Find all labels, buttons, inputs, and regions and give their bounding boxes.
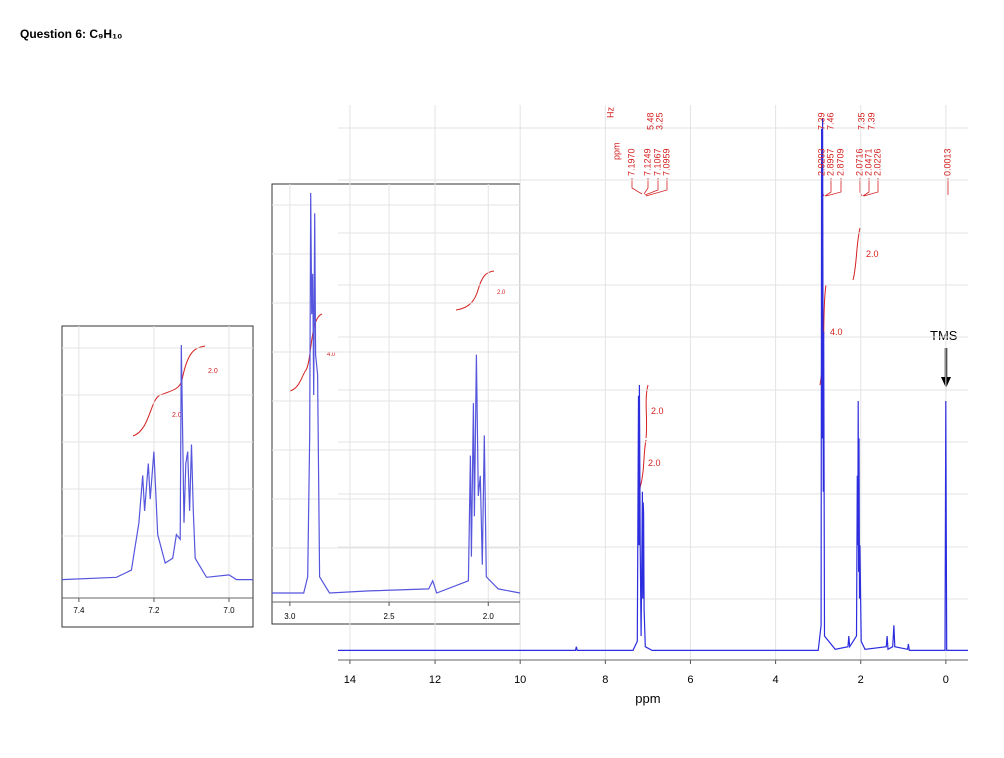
- integral-label: 2.0: [208, 368, 218, 375]
- x-tick-label: 7.4: [73, 606, 85, 615]
- peak-label: 7.39: [866, 112, 876, 130]
- integral-label: 2.0: [172, 412, 182, 419]
- x-tick-label: 2: [858, 674, 864, 686]
- peak-label: 7.1249: [642, 148, 652, 176]
- spectrum-line: [338, 117, 968, 651]
- peak-label: 7.0959: [661, 148, 671, 176]
- x-tick-label: 3.0: [284, 612, 296, 621]
- peak-label: 7.35: [856, 112, 866, 130]
- x-axis-label: ppm: [635, 691, 660, 706]
- integral-label: 2.0: [866, 249, 879, 259]
- peak-label: 5.48: [645, 112, 655, 130]
- spectrum-line: [61, 344, 253, 581]
- integral-curves: [132, 227, 861, 489]
- peak-label: 2.0471: [863, 148, 873, 176]
- integral-label: 4.0: [327, 352, 336, 358]
- x-tick-label: 12: [429, 674, 441, 686]
- integral-label: 2.0: [651, 406, 664, 416]
- integral-label: 2.0: [497, 290, 506, 296]
- tms-label: TMS: [930, 328, 958, 343]
- x-tick-label: 10: [514, 674, 526, 686]
- spectrum-line: [272, 192, 521, 594]
- peak-label: 3.25: [654, 112, 664, 130]
- integral-label: 4.0: [830, 327, 843, 337]
- x-tick-label: 0: [943, 674, 949, 686]
- peak-label: 2.9203: [816, 148, 826, 176]
- question-title: Question 6: C₉H₁₀: [20, 27, 122, 41]
- x-tick-label: 4: [773, 674, 779, 686]
- x-tick-label: 2.0: [483, 612, 495, 621]
- inset-frame: [61, 325, 254, 628]
- peak-leader-lines: [631, 178, 949, 197]
- x-tick-label: 2.5: [383, 612, 395, 621]
- x-tick-label: 8: [602, 674, 608, 686]
- peak-label: 2.0716: [854, 148, 864, 176]
- x-tick-label: 14: [344, 674, 356, 686]
- peak-label: Hz: [605, 107, 615, 118]
- peak-label: 2.8957: [825, 148, 835, 176]
- peak-label: 0.0013: [942, 148, 952, 176]
- x-tick-label: 6: [687, 674, 693, 686]
- peak-label: 7.1970: [626, 148, 636, 176]
- x-tick-label: 7.2: [148, 606, 160, 615]
- peak-label: 7.1067: [652, 148, 662, 176]
- peak-label: 7.39: [816, 112, 826, 130]
- x-tick-label: 7.0: [223, 606, 235, 615]
- peak-label: ppm: [611, 142, 621, 160]
- peak-label: 2.0226: [872, 148, 882, 176]
- peak-label: 7.46: [825, 112, 835, 130]
- peak-label: 2.8709: [835, 148, 845, 176]
- integral-label: 2.0: [648, 458, 661, 468]
